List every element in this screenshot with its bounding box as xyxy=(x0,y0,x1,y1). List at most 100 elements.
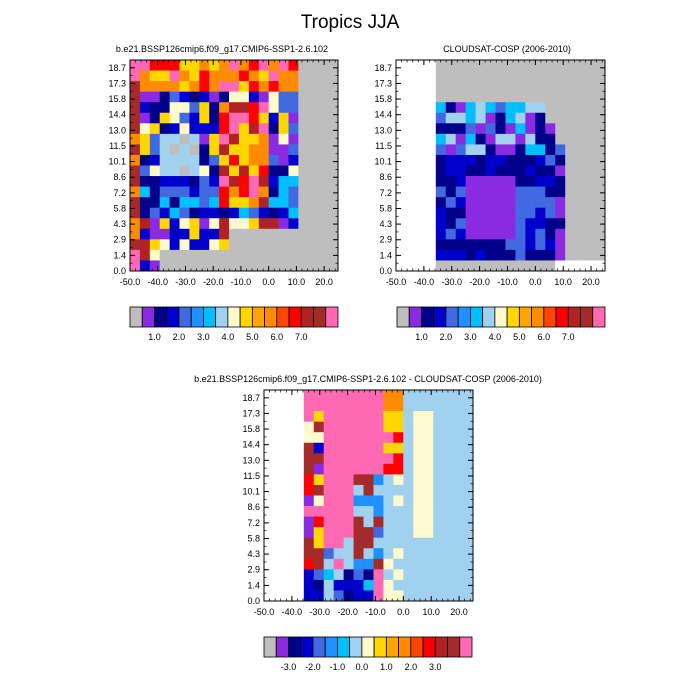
heatmap-cell xyxy=(219,81,230,92)
heatmap-cell xyxy=(425,165,437,177)
y-tick-label: 1.4 xyxy=(113,250,126,260)
heatmap-cell xyxy=(268,60,279,71)
heatmap-cell xyxy=(453,453,464,465)
heatmap-cell xyxy=(373,421,384,433)
heatmap-cell xyxy=(435,144,447,156)
heatmap-cell xyxy=(169,70,180,82)
heatmap-cell xyxy=(445,218,457,230)
heatmap-cell xyxy=(403,411,414,422)
heatmap-cell xyxy=(545,197,556,208)
heatmap-cell xyxy=(363,558,374,570)
heatmap-cell xyxy=(396,123,407,135)
heatmap-cell xyxy=(189,81,200,92)
heatmap-cell xyxy=(545,102,556,114)
heatmap-cell xyxy=(238,197,250,208)
heatmap-cell xyxy=(303,484,315,496)
heatmap-cell xyxy=(353,527,364,538)
heatmap-cell xyxy=(463,590,474,602)
heatmap-cell xyxy=(343,400,354,412)
heatmap-cell xyxy=(293,474,305,486)
heatmap-cell xyxy=(495,197,506,208)
heatmap-cell xyxy=(328,228,339,240)
heatmap-cell xyxy=(505,91,516,103)
y-tick-label: 10.1 xyxy=(374,157,392,167)
heatmap-cell xyxy=(248,186,260,198)
heatmap-cell xyxy=(453,537,464,549)
heatmap-cell xyxy=(443,516,454,528)
heatmap-cell xyxy=(278,165,289,177)
heatmap-cell xyxy=(475,123,486,135)
heatmap-cell xyxy=(425,197,437,208)
heatmap-cell xyxy=(535,186,546,198)
heatmap-cell xyxy=(565,60,576,71)
heatmap-cell xyxy=(268,239,279,251)
heatmap-cell xyxy=(475,133,486,145)
heatmap-cell xyxy=(485,123,496,135)
heatmap-cell xyxy=(283,400,295,412)
heatmap-cell xyxy=(485,154,496,166)
heatmap-cell xyxy=(288,218,299,230)
heatmap-cell xyxy=(435,228,447,240)
x-tick-label: 10.0 xyxy=(554,277,572,287)
heatmap-cell xyxy=(453,516,464,528)
heatmap-cell xyxy=(303,432,315,444)
heatmap-cell xyxy=(149,186,161,198)
heatmap-cell xyxy=(283,421,295,433)
heatmap-cell xyxy=(288,60,299,71)
heatmap-cell xyxy=(545,60,556,71)
heatmap-cell xyxy=(393,527,404,538)
heatmap-cell xyxy=(189,207,200,219)
heatmap-cell xyxy=(545,218,556,230)
heatmap-cell xyxy=(373,432,384,444)
heatmap-cell xyxy=(139,207,151,219)
heatmap-cell xyxy=(495,112,506,124)
heatmap-cell xyxy=(383,442,394,454)
x-tick-label: 0.0 xyxy=(262,277,275,287)
heatmap-cell xyxy=(505,218,516,230)
heatmap-cell xyxy=(219,207,230,219)
heatmap-cell xyxy=(293,484,305,496)
heatmap-cell xyxy=(505,70,516,82)
heatmap-cell xyxy=(405,91,417,103)
heatmap-cell xyxy=(515,197,526,208)
heatmap-cell xyxy=(435,207,447,219)
heatmap-cell xyxy=(433,506,444,517)
heatmap-cell xyxy=(298,186,309,198)
heatmap-cell xyxy=(545,133,556,145)
heatmap-cell xyxy=(485,218,496,230)
heatmap-cell xyxy=(525,197,536,208)
heatmap-cell xyxy=(189,228,200,240)
heatmap-cell xyxy=(139,239,151,251)
heatmap-cell xyxy=(258,144,269,156)
heatmap-cell xyxy=(555,70,566,82)
heatmap-cell xyxy=(515,91,526,103)
heatmap-cell xyxy=(475,218,486,230)
heatmap-cell xyxy=(298,207,309,219)
heatmap-cell xyxy=(130,70,141,82)
heatmap-cell xyxy=(393,516,404,528)
heatmap-cell xyxy=(303,548,315,560)
heatmap-cell xyxy=(415,186,427,198)
heatmap-cell xyxy=(313,463,325,475)
heatmap-cell xyxy=(415,165,427,177)
heatmap-cell xyxy=(363,463,374,475)
heatmap-cell xyxy=(443,463,454,475)
heatmap-cell xyxy=(313,548,325,560)
heatmap-cell xyxy=(463,506,474,517)
heatmap-cell xyxy=(545,228,556,240)
heatmap-cell xyxy=(393,432,404,444)
heatmap-cell xyxy=(283,516,295,528)
heatmap-cell xyxy=(505,186,516,198)
heatmap-cell xyxy=(238,186,250,198)
heatmap-cell xyxy=(535,91,546,103)
heatmap-cell xyxy=(258,70,269,82)
colorbar-swatch xyxy=(227,306,241,328)
heatmap-cell xyxy=(189,133,200,145)
heatmap-cell xyxy=(353,495,364,507)
heatmap-cell xyxy=(485,112,496,124)
heatmap-cell xyxy=(383,484,394,496)
heatmap-cell xyxy=(373,527,384,538)
heatmap-cell xyxy=(323,432,334,444)
heatmap-cell xyxy=(396,102,407,114)
heatmap-cell xyxy=(423,495,434,507)
